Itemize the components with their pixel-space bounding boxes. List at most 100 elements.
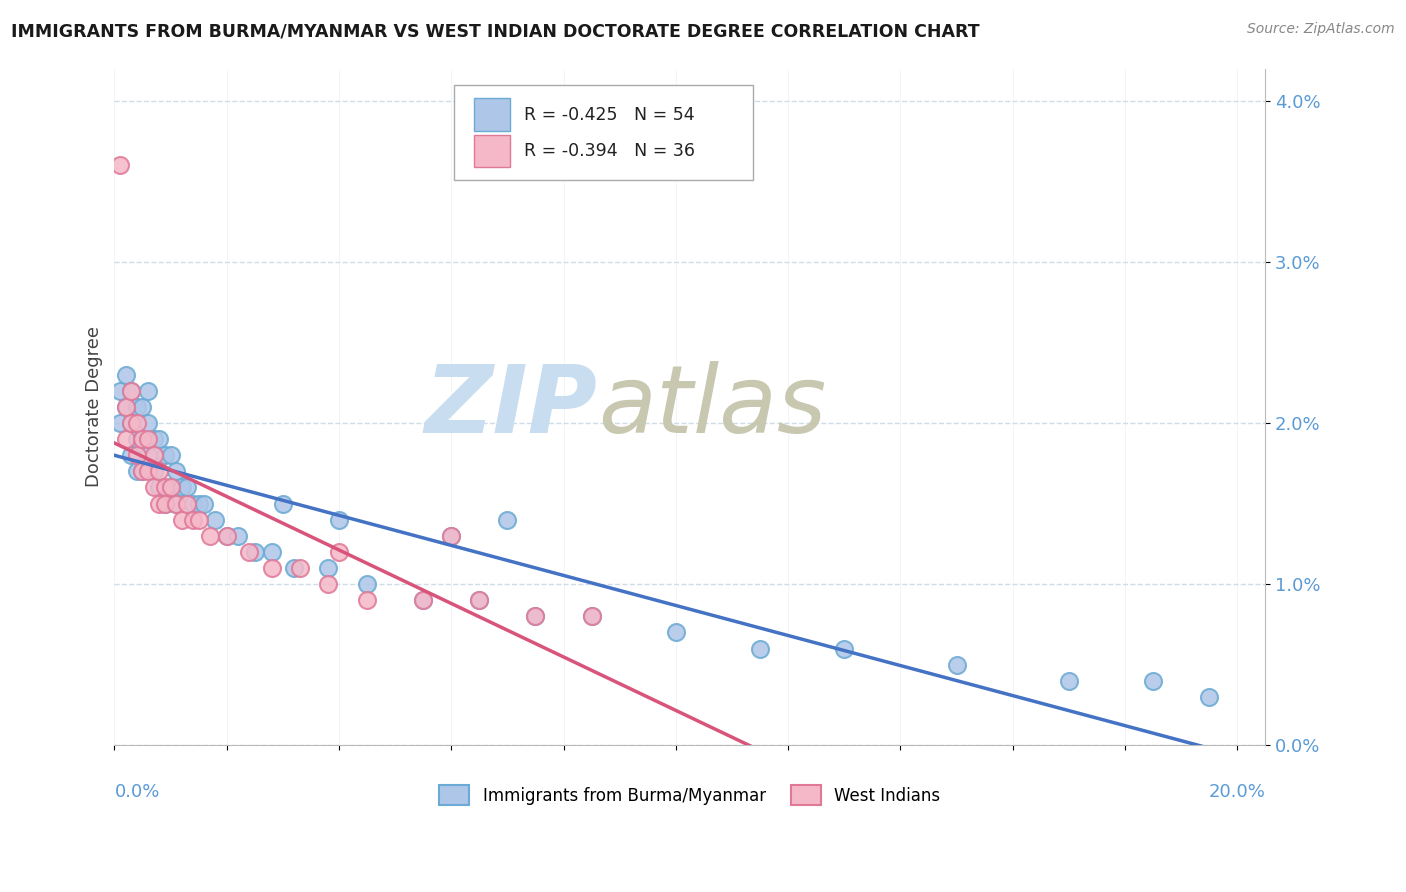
Text: atlas: atlas <box>598 361 827 452</box>
Point <box>176 497 198 511</box>
Point <box>131 432 153 446</box>
Point <box>524 609 547 624</box>
Point <box>136 448 159 462</box>
Point <box>496 513 519 527</box>
Point <box>260 545 283 559</box>
Point <box>120 384 142 398</box>
Point <box>153 497 176 511</box>
Point <box>832 641 855 656</box>
Point <box>468 593 491 607</box>
Point <box>356 577 378 591</box>
Point <box>243 545 266 559</box>
FancyBboxPatch shape <box>454 86 754 180</box>
Point <box>187 497 209 511</box>
Point <box>159 448 181 462</box>
Point <box>136 432 159 446</box>
Point <box>165 464 187 478</box>
Point <box>148 480 170 494</box>
Point <box>131 400 153 414</box>
Point <box>581 609 603 624</box>
Point <box>165 497 187 511</box>
Point <box>148 432 170 446</box>
Point <box>114 432 136 446</box>
Point <box>136 384 159 398</box>
Point <box>215 529 238 543</box>
Point <box>120 448 142 462</box>
Point <box>131 464 153 478</box>
Point <box>316 561 339 575</box>
Point <box>170 513 193 527</box>
Point <box>142 480 165 494</box>
Point <box>148 497 170 511</box>
Point <box>170 480 193 494</box>
Point <box>198 529 221 543</box>
Point <box>114 400 136 414</box>
Point <box>328 545 350 559</box>
Point <box>271 497 294 511</box>
Point <box>749 641 772 656</box>
Point <box>1057 673 1080 688</box>
Point <box>148 464 170 478</box>
Point <box>468 593 491 607</box>
Point <box>142 432 165 446</box>
Point <box>226 529 249 543</box>
Point <box>260 561 283 575</box>
Point <box>108 384 131 398</box>
Point <box>108 416 131 430</box>
Point <box>316 577 339 591</box>
Text: IMMIGRANTS FROM BURMA/MYANMAR VS WEST INDIAN DOCTORATE DEGREE CORRELATION CHART: IMMIGRANTS FROM BURMA/MYANMAR VS WEST IN… <box>11 22 980 40</box>
Text: ZIP: ZIP <box>425 361 598 453</box>
Point <box>125 464 148 478</box>
Point <box>945 657 967 672</box>
Point <box>238 545 260 559</box>
Point <box>125 416 148 430</box>
Point <box>159 480 181 494</box>
Text: 0.0%: 0.0% <box>114 782 160 800</box>
Point <box>176 480 198 494</box>
Point <box>125 400 148 414</box>
Point <box>153 448 176 462</box>
Point <box>136 464 159 478</box>
Point <box>356 593 378 607</box>
FancyBboxPatch shape <box>474 98 510 131</box>
Y-axis label: Doctorate Degree: Doctorate Degree <box>86 326 103 487</box>
Point <box>412 593 434 607</box>
Point <box>136 416 159 430</box>
Point <box>114 400 136 414</box>
Point <box>193 497 215 511</box>
Point <box>131 432 153 446</box>
Point <box>114 368 136 382</box>
Point <box>131 464 153 478</box>
Point <box>581 609 603 624</box>
Point <box>440 529 463 543</box>
Point <box>187 513 209 527</box>
Point <box>181 497 204 511</box>
Text: 20.0%: 20.0% <box>1209 782 1265 800</box>
Point <box>204 513 226 527</box>
Point <box>283 561 305 575</box>
Text: Source: ZipAtlas.com: Source: ZipAtlas.com <box>1247 22 1395 37</box>
Text: R = -0.425   N = 54: R = -0.425 N = 54 <box>524 105 695 123</box>
Point <box>108 158 131 172</box>
Point <box>153 480 176 494</box>
Point <box>153 497 176 511</box>
Point <box>181 513 204 527</box>
Point <box>142 448 165 462</box>
Point <box>440 529 463 543</box>
Point <box>159 480 181 494</box>
Point <box>412 593 434 607</box>
Point <box>524 609 547 624</box>
FancyBboxPatch shape <box>474 135 510 168</box>
Point <box>288 561 311 575</box>
Point <box>665 625 688 640</box>
Point <box>125 432 148 446</box>
Point <box>120 416 142 430</box>
Point <box>1142 673 1164 688</box>
Point <box>142 464 165 478</box>
Text: R = -0.394   N = 36: R = -0.394 N = 36 <box>524 142 695 160</box>
Point <box>215 529 238 543</box>
Point <box>1198 690 1220 704</box>
Legend: Immigrants from Burma/Myanmar, West Indians: Immigrants from Burma/Myanmar, West Indi… <box>440 785 941 805</box>
Point <box>165 497 187 511</box>
Point <box>328 513 350 527</box>
